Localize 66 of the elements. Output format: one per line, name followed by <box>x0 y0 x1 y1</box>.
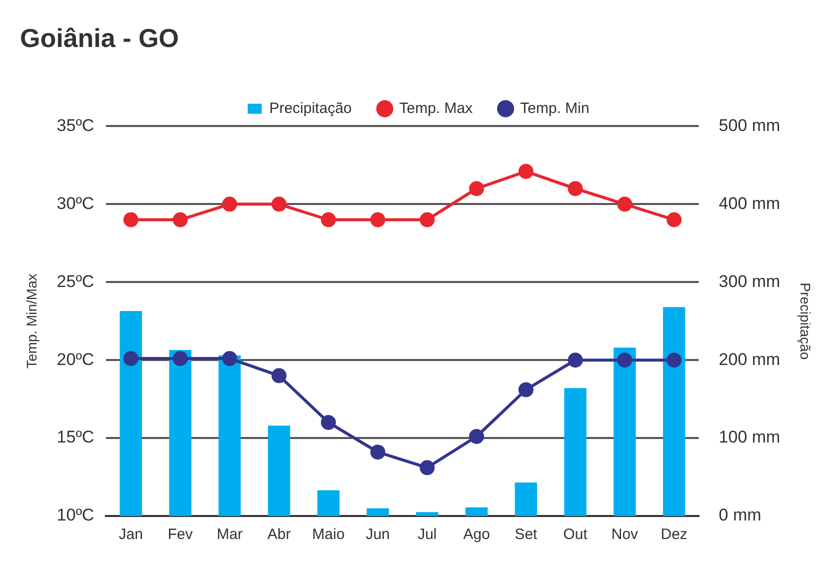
point <box>272 196 287 212</box>
legend-label: Temp. Max <box>399 100 474 117</box>
x-tick-label: Jan <box>118 526 143 544</box>
legend-label: Temp. Min <box>520 100 590 117</box>
point <box>469 428 484 444</box>
y2-tick-label: 0 mm <box>718 506 762 525</box>
x-tick-label: Maio <box>312 526 345 544</box>
point <box>469 181 484 196</box>
point <box>172 212 188 228</box>
x-tick-label: Mar <box>216 526 243 544</box>
y2-axis-title: Precipitação <box>798 282 814 360</box>
x-tick-label: Nov <box>611 526 639 544</box>
bar <box>465 507 488 516</box>
point <box>123 212 138 228</box>
x-tick-label: Set <box>514 526 538 544</box>
point <box>518 382 534 398</box>
bar <box>564 388 586 516</box>
bar <box>268 426 290 516</box>
bar <box>514 482 538 516</box>
x-tick-label: Fev <box>168 526 194 544</box>
point <box>172 351 188 366</box>
bar <box>614 348 636 516</box>
point <box>123 351 138 366</box>
point <box>617 196 632 212</box>
point <box>666 352 682 368</box>
y-tick-label: 30ºC <box>56 194 94 213</box>
y-tick-label: 10ºC <box>56 506 94 525</box>
point <box>222 351 238 366</box>
point <box>568 352 583 368</box>
legend-label: Precipitação <box>269 100 352 117</box>
point <box>617 352 632 368</box>
bar <box>120 310 142 516</box>
y-tick-label: 35ºC <box>56 116 94 135</box>
x-tick-label: Abr <box>267 526 291 544</box>
point <box>370 212 386 228</box>
point <box>518 164 534 179</box>
point <box>272 368 287 384</box>
point <box>420 460 435 476</box>
point <box>666 212 682 228</box>
point <box>320 414 336 430</box>
chart-title: Goiânia - GO <box>20 22 179 53</box>
point <box>370 444 386 460</box>
y-axis-title: Temp. Min/Max <box>23 274 40 369</box>
x-tick-label: Jul <box>418 526 437 544</box>
bar <box>416 512 438 516</box>
y2-tick-label: 300 mm <box>718 272 780 291</box>
y-tick-label: 25ºC <box>56 272 94 291</box>
x-tick-label: Jun <box>366 526 390 544</box>
bar <box>662 307 686 516</box>
y-tick-label: 20ºC <box>56 350 94 369</box>
y-tick-label: 15ºC <box>56 428 94 447</box>
bar <box>366 508 389 516</box>
y2-tick-label: 500 mm <box>718 116 780 135</box>
bar <box>169 350 192 516</box>
y2-tick-label: 100 mm <box>718 428 780 447</box>
point <box>222 196 238 212</box>
point <box>568 181 583 196</box>
y2-tick-label: 200 mm <box>718 350 780 369</box>
point <box>320 212 336 228</box>
x-tick-label: Dez <box>660 526 688 544</box>
bar <box>317 490 340 516</box>
point <box>420 212 435 228</box>
x-tick-label: Out <box>563 526 588 544</box>
x-tick-label: Ago <box>463 526 490 544</box>
y2-tick-label: 400 mm <box>718 194 780 213</box>
bar <box>218 355 241 516</box>
